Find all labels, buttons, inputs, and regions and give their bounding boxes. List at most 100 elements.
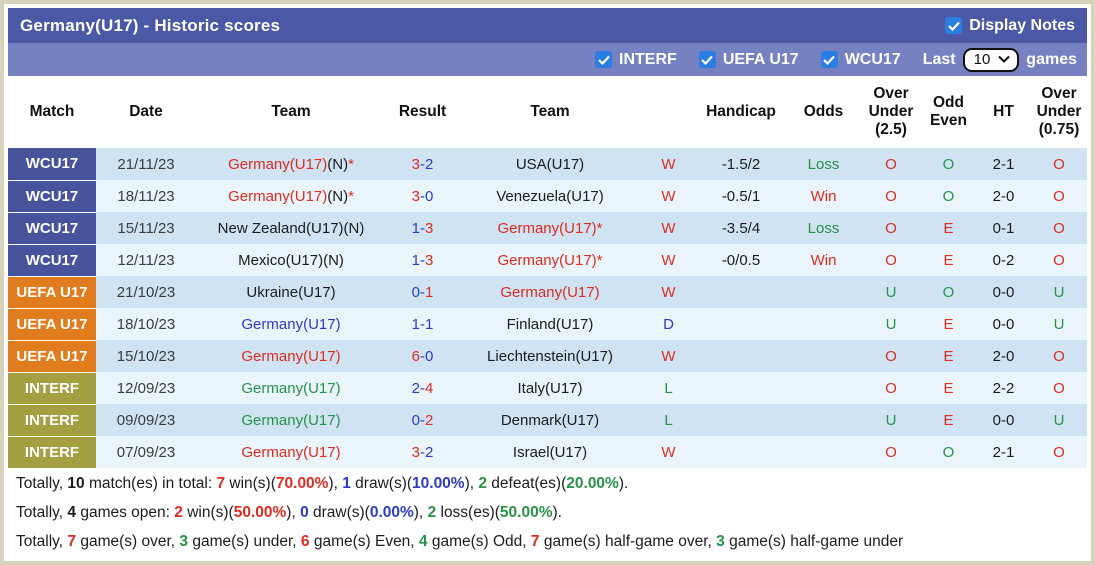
summary-line-1: Totally, 10 match(es) in total: 7 win(s)… (16, 474, 629, 492)
odd-even-cell: O (921, 148, 976, 180)
over-under-25-cell: O (861, 244, 921, 276)
table-header: Match Date Team Result Team Handicap Odds Over … (8, 76, 1087, 148)
odd-even-cell: O (921, 436, 976, 468)
col-header-result: Result (398, 102, 447, 120)
wdl-cell: W (641, 340, 696, 372)
col-header-ht: HT (993, 102, 1014, 120)
match-badge: WCU17 (8, 244, 96, 277)
result-cell: 3-2 (386, 436, 459, 468)
match-badge: UEFA U17 (8, 308, 96, 341)
odd-even-cell: O (921, 276, 976, 308)
ht-cell: 0-0 (976, 404, 1031, 436)
home-team-cell: Ukraine(U17) (196, 276, 386, 308)
date-cell: 15/10/23 (96, 340, 196, 372)
handicap-cell (696, 436, 786, 468)
table-row: UEFA U17 15/10/23 Germany(U17) 6-0 Liechtens… (8, 340, 1087, 373)
checkmark-icon (947, 21, 960, 31)
over-under-075-cell: O (1031, 212, 1087, 244)
match-badge: WCU17 (8, 148, 96, 181)
odds-cell: Win (786, 244, 861, 276)
checkbox-icon[interactable] (698, 51, 716, 68)
over-under-075-cell: O (1031, 372, 1087, 404)
match-badge: UEFA U17 (8, 276, 96, 309)
match-badge: INTERF (8, 404, 96, 437)
table-row: INTERF 07/09/23 Germany(U17) 3-2 Israel(U17)… (8, 436, 1087, 469)
over-under-25-cell: O (861, 372, 921, 404)
table-row: UEFA U17 18/10/23 Germany(U17) 1-1 Finland(U… (8, 308, 1087, 341)
ht-cell: 0-0 (976, 276, 1031, 308)
chevron-down-icon (998, 55, 1011, 63)
date-cell: 18/10/23 (96, 308, 196, 340)
summary-line-2: Totally, 4 games open: 2 win(s)(50.00%),… (16, 503, 562, 521)
over-under-075-cell: O (1031, 180, 1087, 212)
date-cell: 21/11/23 (96, 148, 196, 180)
result-cell: 1-3 (386, 212, 459, 244)
wdl-cell: W (641, 180, 696, 212)
away-team-cell: Israel(U17) (459, 436, 641, 468)
home-team-cell: Germany(U17) (196, 436, 386, 468)
handicap-cell (696, 340, 786, 372)
ht-cell: 2-0 (976, 340, 1031, 372)
last-games-control: Last 10 games (922, 47, 1077, 72)
away-team-cell: USA(U17) (459, 148, 641, 180)
home-team-cell: Mexico(U17)(N) (196, 244, 386, 276)
last-label: Last (922, 50, 956, 68)
home-team-cell: Germany(U17) (196, 404, 386, 436)
date-cell: 12/09/23 (96, 372, 196, 404)
home-team-cell: Germany(U17)(N)* (196, 148, 386, 180)
content-panel: Germany(U17) - Historic scores Display N… (4, 4, 1091, 561)
handicap-cell (696, 404, 786, 436)
display-notes-checkbox[interactable] (945, 17, 963, 34)
odd-even-cell: E (921, 340, 976, 372)
handicap-cell (696, 308, 786, 340)
odds-cell (786, 308, 861, 340)
result-cell: 2-4 (386, 372, 459, 404)
wdl-cell: W (641, 276, 696, 308)
over-under-075-cell: O (1031, 148, 1087, 180)
ht-cell: 2-2 (976, 372, 1031, 404)
handicap-cell: -3.5/4 (696, 212, 786, 244)
home-team-cell: Germany(U17) (196, 340, 386, 372)
filter-label: UEFA U17 (722, 50, 799, 68)
checkbox-icon[interactable] (595, 51, 613, 68)
games-label: games (1026, 50, 1077, 68)
table-row: WCU17 21/11/23 Germany(U17)(N)* 3-2 USA(U17)… (8, 148, 1087, 181)
odds-cell: Loss (786, 148, 861, 180)
col-header-odds: Odds (803, 102, 844, 120)
match-badge: INTERF (8, 436, 96, 469)
over-under-25-cell: O (861, 436, 921, 468)
date-cell: 07/09/23 (96, 436, 196, 468)
over-under-075-cell: O (1031, 436, 1087, 468)
page-title: Germany(U17) - Historic scores (20, 15, 281, 35)
odds-cell (786, 340, 861, 372)
away-team-cell: Venezuela(U17) (459, 180, 641, 212)
table-row: WCU17 15/11/23 New Zealand(U17)(N) 1-3 Germa… (8, 212, 1087, 245)
checkbox-icon[interactable] (820, 51, 838, 68)
odds-cell: Loss (786, 212, 861, 244)
title-bar: Germany(U17) - Historic scores Display N… (8, 8, 1087, 43)
over-under-075-cell: O (1031, 244, 1087, 276)
col-header-team: Team (271, 102, 311, 120)
match-badge: WCU17 (8, 180, 96, 213)
filter-checkbox-wcu17[interactable]: WCU17 (820, 50, 901, 69)
result-cell: 1-3 (386, 244, 459, 276)
table-header-row: Match Date Team Result Team Handicap Odds Over … (8, 76, 1087, 148)
handicap-cell: -0/0.5 (696, 244, 786, 276)
totals-summary: Totally, 10 match(es) in total: 7 win(s)… (8, 469, 1087, 556)
odds-cell (786, 372, 861, 404)
historic-scores-table: Match Date Team Result Team Handicap Odds Over … (8, 76, 1087, 469)
over-under-25-cell: U (861, 404, 921, 436)
filter-toolbar: INTERF UEFA U17 WCU17 Last 10 games (8, 43, 1087, 76)
display-notes-toggle[interactable]: Display Notes (945, 17, 1075, 35)
wdl-cell: W (641, 212, 696, 244)
col-header-match: Match (29, 102, 75, 120)
table-row: WCU17 18/11/23 Germany(U17)(N)* 3-0 Venezuel… (8, 180, 1087, 213)
wdl-cell: L (641, 372, 696, 404)
filter-label: WCU17 (844, 50, 901, 68)
filter-checkbox-interf[interactable]: INTERF (595, 51, 677, 69)
filter-checkbox-uefa-u17[interactable]: UEFA U17 (698, 50, 799, 69)
last-games-select[interactable]: 10 (962, 47, 1020, 72)
table-row: INTERF 09/09/23 Germany(U17) 0-2 Denmark(U17… (8, 404, 1087, 437)
table-row: INTERF 12/09/23 Germany(U17) 2-4 Italy(U17) L… (8, 372, 1087, 405)
col-header-odd-even: Odd Even (929, 93, 968, 129)
